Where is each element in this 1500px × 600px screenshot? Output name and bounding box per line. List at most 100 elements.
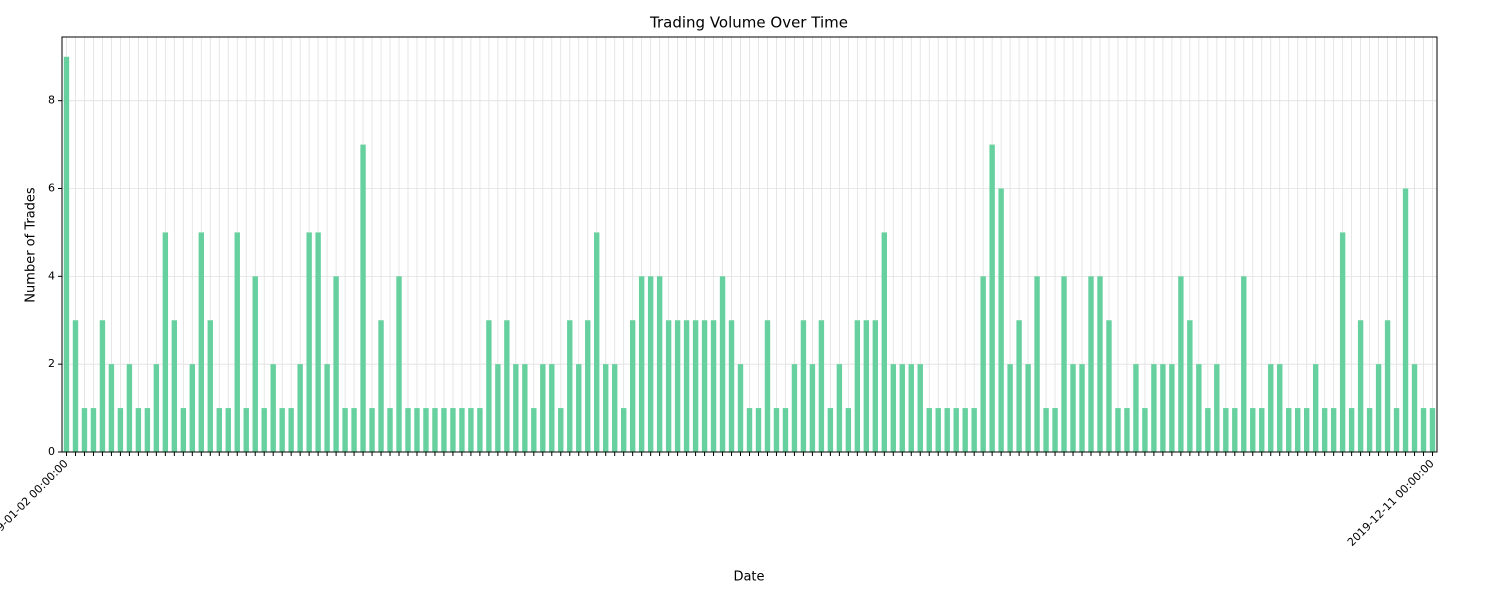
bar bbox=[450, 408, 456, 452]
bar bbox=[1160, 364, 1166, 452]
bar bbox=[1259, 408, 1265, 452]
bar bbox=[1205, 408, 1211, 452]
bar bbox=[881, 232, 887, 452]
bar bbox=[1007, 364, 1013, 452]
bar bbox=[459, 408, 465, 452]
x-tick-label: 2019-12-11 00:00:00 bbox=[1345, 457, 1437, 549]
bar bbox=[1133, 364, 1139, 452]
bar bbox=[1241, 276, 1247, 452]
bar bbox=[369, 408, 375, 452]
bar bbox=[674, 320, 681, 452]
y-tick-label: 6 bbox=[48, 182, 55, 195]
bar bbox=[1070, 364, 1076, 452]
bar bbox=[998, 188, 1004, 452]
bar bbox=[585, 320, 591, 452]
bar bbox=[225, 408, 231, 452]
bar bbox=[360, 144, 366, 452]
bar bbox=[288, 408, 294, 452]
bar bbox=[1393, 408, 1400, 452]
bar bbox=[540, 364, 546, 452]
bar bbox=[495, 364, 501, 452]
bar bbox=[1061, 276, 1067, 452]
bar bbox=[108, 364, 115, 452]
bar bbox=[1312, 364, 1319, 452]
bar bbox=[1268, 364, 1274, 452]
bar bbox=[836, 364, 843, 452]
bar bbox=[953, 408, 959, 452]
bar bbox=[117, 408, 124, 452]
bar bbox=[1169, 364, 1175, 452]
plot-frame bbox=[61, 36, 1438, 453]
bar bbox=[549, 364, 555, 452]
bar bbox=[1402, 188, 1409, 452]
bar bbox=[1411, 364, 1418, 452]
bar bbox=[90, 408, 97, 452]
bar bbox=[1196, 364, 1202, 452]
bar bbox=[1429, 408, 1436, 452]
bar bbox=[468, 408, 474, 452]
bar bbox=[405, 408, 411, 452]
bar bbox=[1097, 276, 1103, 452]
bar bbox=[207, 320, 213, 452]
bar bbox=[432, 408, 438, 452]
bar bbox=[980, 276, 986, 452]
bar bbox=[1052, 408, 1058, 452]
bar bbox=[252, 276, 258, 452]
bar bbox=[63, 56, 70, 453]
bar bbox=[854, 320, 861, 452]
bar bbox=[1339, 232, 1346, 452]
bar bbox=[1034, 276, 1040, 452]
bar bbox=[1295, 408, 1301, 452]
bar bbox=[135, 408, 142, 452]
bar bbox=[629, 320, 636, 452]
bar bbox=[306, 232, 312, 452]
y-tick-label: 2 bbox=[48, 357, 55, 370]
bar bbox=[1384, 320, 1391, 452]
bar bbox=[1025, 364, 1031, 452]
bar bbox=[665, 320, 672, 452]
bar bbox=[144, 408, 151, 452]
y-tick-label: 8 bbox=[48, 94, 55, 107]
bar bbox=[234, 232, 240, 452]
bar bbox=[576, 364, 582, 452]
bar bbox=[594, 232, 600, 452]
y-axis-label: Number of Trades bbox=[24, 187, 39, 303]
bar bbox=[1088, 276, 1094, 452]
bar bbox=[342, 408, 348, 452]
bar bbox=[764, 320, 771, 452]
bar bbox=[971, 408, 977, 452]
bar bbox=[189, 364, 196, 452]
bar bbox=[962, 408, 968, 452]
bar bbox=[603, 364, 609, 452]
bar bbox=[827, 408, 834, 452]
bar bbox=[728, 320, 735, 452]
bar bbox=[1250, 408, 1256, 452]
bar bbox=[423, 408, 429, 452]
bar bbox=[746, 408, 753, 452]
bar bbox=[567, 320, 573, 452]
bar bbox=[1348, 408, 1355, 452]
bar bbox=[72, 320, 79, 452]
bar bbox=[863, 320, 870, 452]
bar bbox=[1124, 408, 1130, 452]
bar bbox=[1420, 408, 1427, 452]
bar bbox=[99, 320, 106, 452]
bar bbox=[701, 320, 708, 452]
bar bbox=[1079, 364, 1085, 452]
bar bbox=[638, 276, 645, 452]
bar bbox=[872, 320, 879, 452]
bar bbox=[333, 276, 339, 452]
bar bbox=[818, 320, 825, 452]
bar bbox=[1115, 408, 1121, 452]
bar bbox=[81, 408, 88, 452]
bar bbox=[845, 408, 852, 452]
bar bbox=[1277, 364, 1283, 452]
bar bbox=[809, 364, 816, 452]
bar bbox=[153, 364, 160, 452]
bar bbox=[504, 320, 510, 452]
bar bbox=[1321, 408, 1328, 452]
bar bbox=[378, 320, 384, 452]
bar bbox=[683, 320, 690, 452]
bar bbox=[719, 276, 726, 452]
